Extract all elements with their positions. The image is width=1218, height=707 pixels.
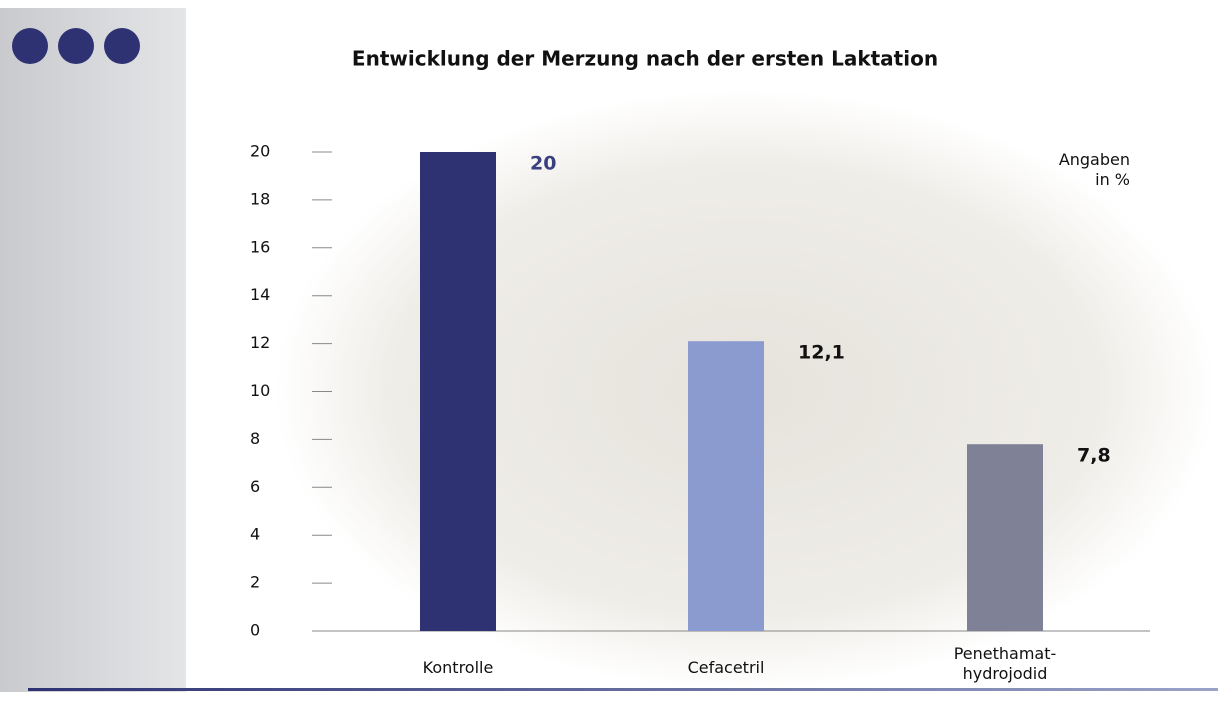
- x-tick-label: Kontrolle: [403, 658, 513, 678]
- y-tick-label: 6: [250, 477, 260, 496]
- y-tick-label: 16: [250, 237, 270, 256]
- y-tick-label: 2: [250, 573, 260, 592]
- value-label: 12,1: [798, 342, 845, 364]
- y-tick-label: 4: [250, 525, 260, 544]
- side-panel: [0, 8, 186, 692]
- dot: [12, 28, 48, 64]
- y-tick-label: 0: [250, 621, 260, 640]
- x-tick-label: Penethamat-hydrojodid: [950, 644, 1060, 684]
- y-tick-label: 8: [250, 429, 260, 448]
- y-tick-label: 14: [250, 285, 270, 304]
- value-label: 20: [530, 153, 556, 175]
- value-label: 7,8: [1077, 445, 1111, 467]
- y-tick-label: 12: [250, 333, 270, 352]
- footer-rule: [28, 688, 1218, 691]
- chart-title: Entwicklung der Merzung nach der ersten …: [352, 47, 938, 71]
- chart: Entwicklung der Merzung nach der ersten …: [0, 0, 1218, 707]
- bar: [688, 341, 764, 631]
- dot: [58, 28, 94, 64]
- unit-note: Angaben in %: [1040, 150, 1130, 190]
- y-tick-label: 18: [250, 189, 270, 208]
- y-tick-label: 20: [250, 142, 270, 161]
- x-tick-label: Cefacetril: [671, 658, 781, 678]
- bar: [420, 152, 496, 631]
- slide: Entwicklung der Merzung nach der ersten …: [0, 0, 1218, 707]
- y-tick-label: 10: [250, 381, 270, 400]
- dot: [104, 28, 140, 64]
- bar: [967, 444, 1043, 631]
